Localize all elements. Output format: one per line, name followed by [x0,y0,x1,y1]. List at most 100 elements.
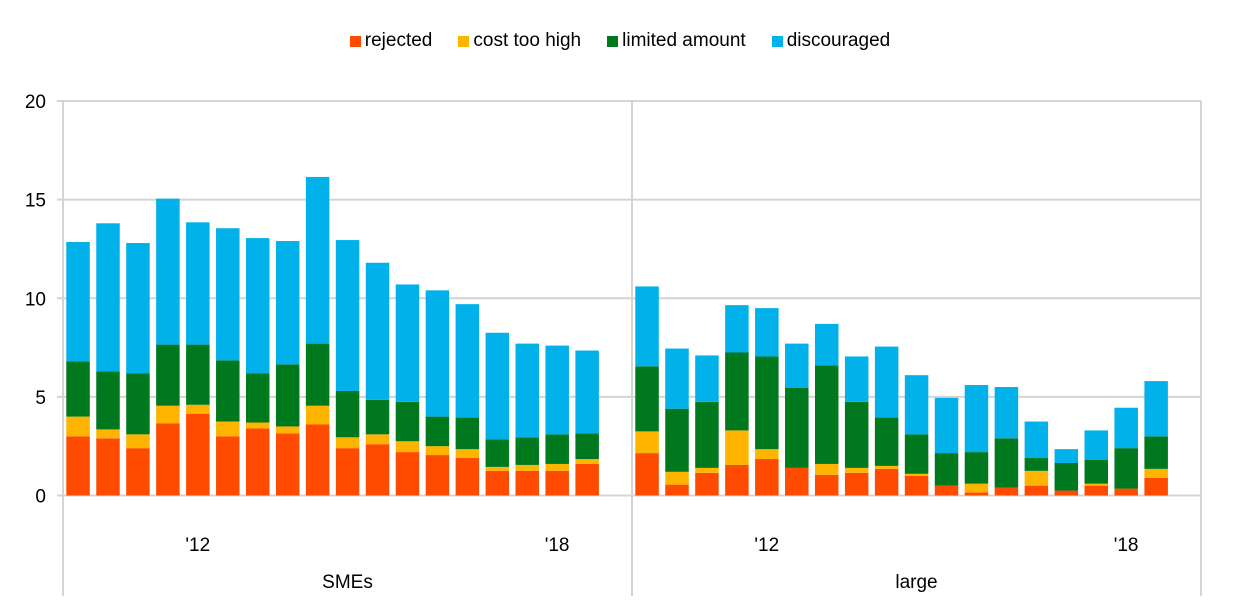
bar-large-limited-amount-5 [755,356,779,450]
bar-large-discouraged-3 [695,355,719,402]
bar-smes-cost-too-high-11 [365,434,390,445]
bar-large-rejected-3 [695,472,719,496]
bar-smes-discouraged-16 [515,343,540,438]
bar-smes-rejected-18 [575,463,599,496]
bar-large-rejected-17 [1114,488,1138,496]
bar-large-limited-amount-11 [934,453,959,486]
bar-large-rejected-16 [1084,485,1109,496]
bar-large-rejected-4 [725,464,749,496]
legend-swatch-cost-too-high [458,35,470,47]
bar-smes-limited-amount-12 [395,401,420,442]
legend-label: cost too high [473,30,582,51]
bar-smes-cost-too-high-2 [96,429,120,439]
bar-smes-rejected-7 [245,428,270,496]
bar-smes-discouraged-2 [96,223,120,372]
bar-large-discouraged-9 [874,346,899,418]
bar-large-rejected-8 [844,472,869,496]
bar-smes-cost-too-high-17 [545,463,569,471]
bar-large-rejected-7 [814,474,839,496]
legend-swatch-limited-amount [607,35,619,47]
bar-large-discouraged-15 [1054,449,1079,463]
bar-large-rejected-10 [904,475,929,496]
bar-large-limited-amount-3 [695,401,719,468]
bar-smes-discouraged-14 [455,304,480,418]
bar-smes-cost-too-high-12 [395,441,420,453]
bar-smes-cost-too-high-8 [275,426,300,434]
bar-smes-cost-too-high-10 [335,437,360,449]
panel-label-large: large [895,572,937,593]
bar-large-rejected-9 [874,468,899,496]
bar-large-cost-too-high-18 [1144,468,1168,478]
bar-smes-discouraged-1 [66,242,90,362]
bar-smes-discouraged-11 [365,262,390,400]
x-tick-label: '12 [185,535,210,556]
x-tick-label: '18 [1114,535,1139,556]
bar-smes-limited-amount-9 [305,343,330,406]
bar-large-discouraged-8 [844,356,869,402]
y-tick-label: 10 [25,289,46,310]
y-tick-label: 5 [35,388,46,409]
bar-large-rejected-14 [1024,485,1049,496]
bar-large-limited-amount-6 [785,387,809,468]
bar-smes-rejected-10 [335,448,360,496]
legend-item-limited-amount: limited amount [607,30,746,52]
bar-large-discouraged-14 [1024,421,1049,459]
legend-swatch-discouraged [771,35,783,47]
bar-smes-discouraged-18 [575,350,599,434]
bar-smes-limited-amount-13 [425,416,450,447]
bar-smes-cost-too-high-18 [575,459,599,464]
legend-label: limited amount [622,30,746,51]
chart-legend: rejected cost too high limited amount disco… [0,30,1240,52]
bar-smes-limited-amount-2 [96,371,120,430]
bar-large-rejected-1 [635,453,659,496]
bar-smes-discouraged-10 [335,240,360,391]
bar-smes-limited-amount-10 [335,390,360,438]
legend-label: rejected [364,30,433,51]
bar-smes-rejected-16 [515,470,540,496]
bar-smes-limited-amount-3 [126,373,150,435]
bar-large-discouraged-1 [635,286,659,367]
bar-large-limited-amount-4 [725,352,749,431]
bar-large-limited-amount-1 [635,366,659,432]
bar-large-rejected-18 [1144,477,1168,496]
y-tick-label: 0 [35,487,46,508]
legend-item-cost-too-high: cost too high [458,30,581,52]
bar-large-rejected-13 [994,487,1019,496]
bar-smes-limited-amount-4 [156,344,180,406]
bar-large-discouraged-2 [665,348,689,409]
bar-smes-discouraged-15 [485,332,510,440]
bar-smes-discouraged-12 [395,284,420,402]
bar-large-limited-amount-13 [994,438,1019,488]
bar-smes-rejected-3 [126,448,150,496]
bar-smes-discouraged-4 [156,198,180,345]
bar-large-discouraged-17 [1114,407,1138,449]
bar-smes-cost-too-high-7 [245,422,270,429]
bar-large-discouraged-12 [964,385,989,453]
bar-large-discouraged-5 [755,308,779,357]
bar-smes-cost-too-high-16 [515,464,540,471]
legend-swatch-rejected [349,35,361,47]
legend-label: discouraged [786,30,891,51]
bar-smes-limited-amount-6 [216,360,240,422]
bar-large-rejected-15 [1054,490,1079,496]
bar-smes-rejected-17 [545,470,569,496]
bar-smes-cost-too-high-4 [156,405,180,424]
bar-large-cost-too-high-12 [964,483,989,493]
bar-large-discouraged-10 [904,375,929,435]
bar-smes-cost-too-high-3 [126,434,150,449]
bar-smes-cost-too-high-13 [425,446,450,456]
bar-smes-limited-amount-11 [365,399,390,435]
bar-smes-limited-amount-14 [455,417,480,450]
bar-large-cost-too-high-1 [635,431,659,454]
bar-large-cost-too-high-7 [814,463,839,475]
bar-large-limited-amount-15 [1054,462,1079,491]
bar-smes-rejected-5 [186,413,210,496]
bar-large-limited-amount-9 [874,417,899,466]
bar-large-rejected-6 [785,467,809,496]
bar-large-discouraged-16 [1084,430,1109,460]
bar-smes-limited-amount-5 [186,344,210,405]
bar-smes-rejected-2 [96,438,120,496]
bar-large-cost-too-high-4 [725,430,749,465]
bar-large-cost-too-high-16 [1084,483,1109,486]
bar-smes-rejected-13 [425,455,450,496]
